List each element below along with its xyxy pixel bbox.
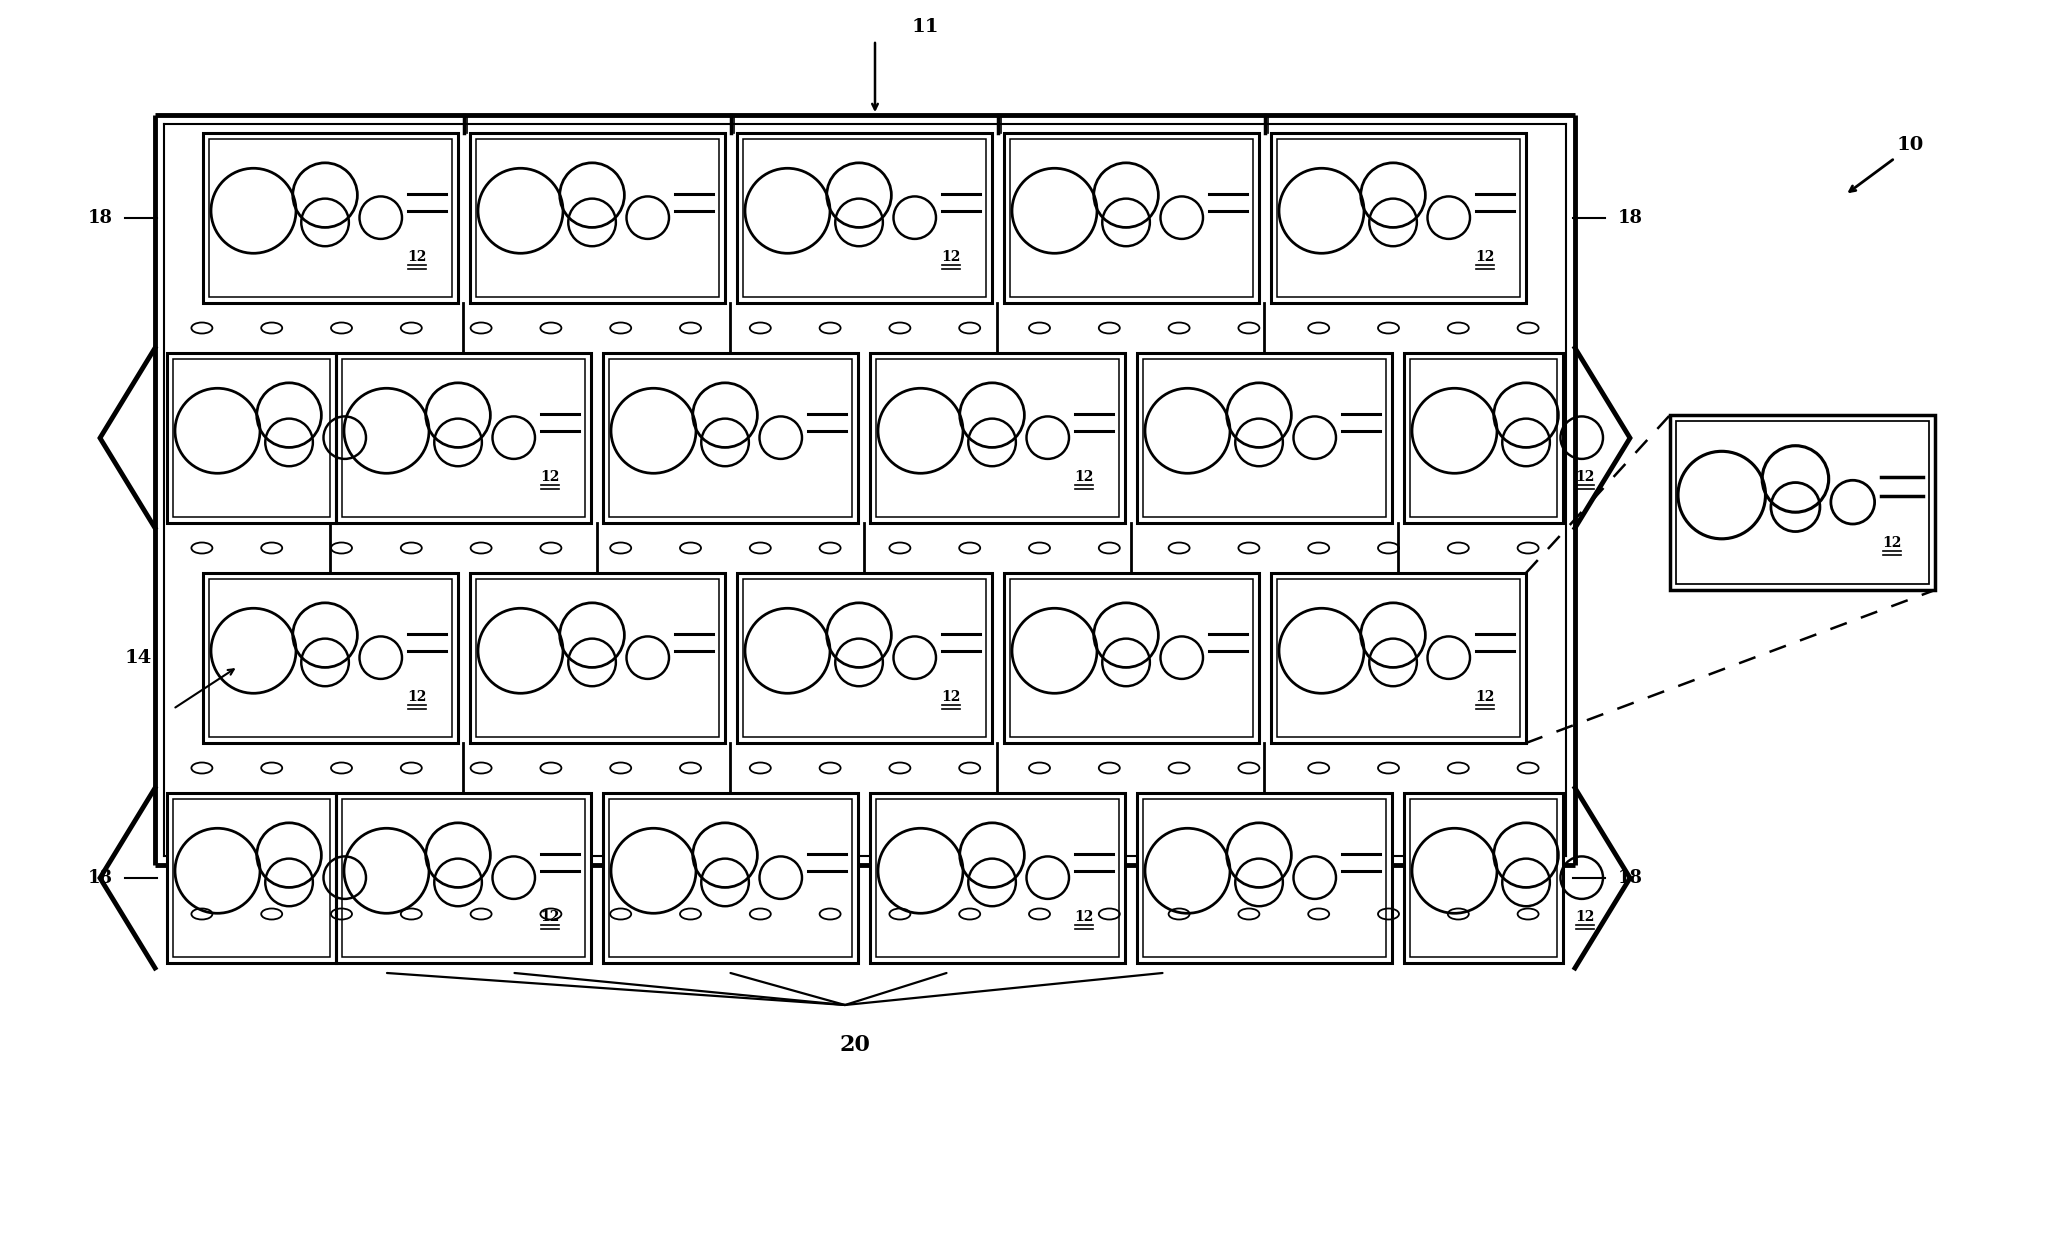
- Text: 18: 18: [1618, 870, 1642, 887]
- Bar: [1004, 133, 1260, 303]
- Bar: [869, 793, 1125, 964]
- Text: 12: 12: [1076, 470, 1094, 484]
- Bar: [1137, 353, 1393, 523]
- Bar: [603, 793, 859, 964]
- Bar: [335, 793, 591, 964]
- Bar: [875, 799, 1119, 957]
- Bar: [168, 793, 335, 964]
- Text: 12: 12: [1476, 251, 1495, 264]
- Bar: [1143, 360, 1387, 517]
- Bar: [742, 579, 986, 737]
- Bar: [168, 353, 335, 523]
- Bar: [736, 133, 992, 303]
- Bar: [1004, 573, 1260, 743]
- Bar: [1671, 415, 1935, 590]
- Bar: [603, 353, 859, 523]
- Bar: [209, 579, 452, 737]
- Bar: [476, 139, 720, 297]
- Bar: [1677, 421, 1928, 584]
- Text: 12: 12: [1476, 690, 1495, 704]
- Bar: [1010, 139, 1254, 297]
- Bar: [869, 353, 1125, 523]
- Text: 10: 10: [1896, 137, 1924, 154]
- Bar: [209, 139, 452, 297]
- Text: 12: 12: [407, 690, 427, 704]
- Bar: [1276, 579, 1519, 737]
- Bar: [174, 799, 329, 957]
- Text: 18: 18: [88, 209, 112, 227]
- Text: 11: 11: [912, 18, 939, 36]
- Text: 12: 12: [407, 251, 427, 264]
- Bar: [168, 793, 335, 964]
- Text: 14: 14: [125, 649, 151, 667]
- Text: 12: 12: [1575, 470, 1595, 484]
- Bar: [742, 139, 986, 297]
- Bar: [1137, 793, 1393, 964]
- Bar: [736, 133, 992, 303]
- Bar: [1409, 799, 1556, 957]
- Bar: [1137, 353, 1393, 523]
- Bar: [470, 573, 726, 743]
- Bar: [1272, 573, 1526, 743]
- Bar: [335, 353, 591, 523]
- Text: 12: 12: [941, 690, 961, 704]
- Text: 18: 18: [88, 870, 112, 887]
- Bar: [470, 133, 726, 303]
- Bar: [1405, 793, 1562, 964]
- Bar: [202, 133, 458, 303]
- Bar: [1405, 353, 1562, 523]
- Bar: [335, 793, 591, 964]
- Bar: [1405, 793, 1562, 964]
- Text: 18: 18: [1618, 209, 1642, 227]
- Bar: [869, 793, 1125, 964]
- Bar: [202, 573, 458, 743]
- Bar: [168, 353, 335, 523]
- Text: 12: 12: [1881, 536, 1902, 550]
- Bar: [470, 573, 726, 743]
- Bar: [1272, 573, 1526, 743]
- Bar: [202, 133, 458, 303]
- Bar: [1409, 360, 1556, 517]
- Text: 20: 20: [840, 1034, 871, 1056]
- Bar: [1276, 139, 1519, 297]
- Bar: [1143, 799, 1387, 957]
- Bar: [335, 353, 591, 523]
- Bar: [1405, 353, 1562, 523]
- Bar: [609, 799, 853, 957]
- Bar: [603, 793, 859, 964]
- Bar: [736, 573, 992, 743]
- Bar: [1010, 579, 1254, 737]
- Bar: [1272, 133, 1526, 303]
- Bar: [869, 353, 1125, 523]
- Bar: [342, 799, 585, 957]
- Bar: [476, 579, 720, 737]
- Bar: [603, 353, 859, 523]
- Bar: [174, 360, 329, 517]
- Text: 12: 12: [540, 470, 560, 484]
- Bar: [342, 360, 585, 517]
- Bar: [1004, 133, 1260, 303]
- Bar: [875, 360, 1119, 517]
- Text: 12: 12: [540, 910, 560, 925]
- Bar: [1671, 415, 1935, 590]
- Bar: [1272, 133, 1526, 303]
- Text: 12: 12: [1076, 910, 1094, 925]
- Bar: [470, 133, 726, 303]
- Bar: [202, 573, 458, 743]
- Bar: [736, 573, 992, 743]
- Text: 12: 12: [1575, 910, 1595, 925]
- Bar: [1004, 573, 1260, 743]
- Text: 12: 12: [941, 251, 961, 264]
- Bar: [1137, 793, 1393, 964]
- Bar: [609, 360, 853, 517]
